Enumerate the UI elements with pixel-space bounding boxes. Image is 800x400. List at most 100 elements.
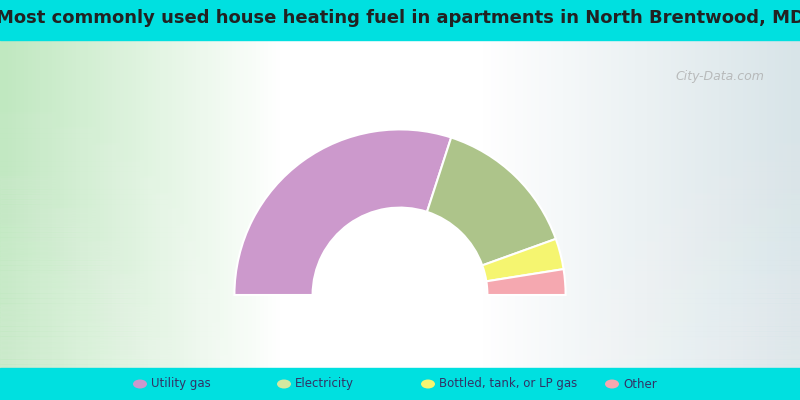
Bar <box>0 251 800 253</box>
Bar <box>100 40 105 370</box>
Bar <box>0 193 800 195</box>
Bar <box>0 214 800 216</box>
Bar <box>0 256 800 258</box>
Bar <box>0 165 800 167</box>
Bar <box>0 328 800 330</box>
Bar <box>0 242 800 244</box>
Bar <box>0 254 800 256</box>
Bar <box>604 40 609 370</box>
Bar <box>0 236 800 238</box>
Bar <box>0 110 800 112</box>
Bar <box>764 40 769 370</box>
Bar <box>0 41 800 43</box>
Bar <box>176 40 181 370</box>
Bar <box>0 320 800 322</box>
Bar <box>540 40 545 370</box>
Bar <box>0 82 800 84</box>
Bar <box>0 46 800 48</box>
Bar <box>440 40 445 370</box>
Bar <box>0 295 800 298</box>
Bar <box>608 40 613 370</box>
Bar <box>692 40 697 370</box>
Bar <box>0 353 800 355</box>
Bar <box>0 338 800 340</box>
Bar <box>0 84 800 86</box>
Bar <box>0 210 800 212</box>
Bar <box>288 40 293 370</box>
Bar <box>0 290 800 292</box>
Bar <box>316 40 321 370</box>
Bar <box>784 40 789 370</box>
Bar <box>704 40 709 370</box>
Bar <box>116 40 121 370</box>
Bar <box>0 277 800 279</box>
Bar <box>504 40 509 370</box>
Bar <box>20 40 25 370</box>
Bar <box>492 40 497 370</box>
Bar <box>640 40 645 370</box>
Bar <box>672 40 677 370</box>
Bar <box>388 40 393 370</box>
Bar <box>0 89 800 91</box>
Bar <box>80 40 85 370</box>
Bar <box>0 150 800 152</box>
Bar <box>0 274 800 276</box>
Bar <box>0 276 800 278</box>
Bar <box>48 40 53 370</box>
Bar <box>0 219 800 222</box>
Bar <box>320 40 325 370</box>
Bar <box>464 40 469 370</box>
Bar <box>568 40 573 370</box>
Bar <box>0 308 800 310</box>
Bar <box>788 40 793 370</box>
Bar <box>0 119 800 121</box>
Wedge shape <box>427 138 556 265</box>
Bar <box>0 307 800 309</box>
Bar <box>0 231 800 233</box>
Bar <box>112 40 117 370</box>
Bar <box>180 40 185 370</box>
Bar <box>292 40 297 370</box>
Bar <box>0 267 800 269</box>
Bar <box>0 112 800 114</box>
Bar <box>564 40 569 370</box>
Bar <box>0 106 800 108</box>
Text: Utility gas: Utility gas <box>151 378 210 390</box>
Bar <box>128 40 133 370</box>
Bar <box>0 162 800 164</box>
Bar <box>0 204 800 207</box>
Bar <box>580 40 585 370</box>
Bar <box>0 257 800 260</box>
Bar <box>0 269 800 271</box>
Bar <box>620 40 625 370</box>
Bar <box>756 40 761 370</box>
Bar <box>0 194 800 197</box>
Bar <box>0 312 800 314</box>
Bar <box>0 44 800 47</box>
Bar <box>680 40 685 370</box>
Bar <box>0 368 800 400</box>
Bar <box>384 40 389 370</box>
Bar <box>508 40 513 370</box>
Bar <box>144 40 149 370</box>
Bar <box>0 79 800 81</box>
Bar <box>120 40 125 370</box>
Bar <box>548 40 553 370</box>
Bar <box>776 40 781 370</box>
Bar <box>632 40 637 370</box>
Bar <box>0 350 800 352</box>
Bar <box>0 107 800 109</box>
Bar <box>0 66 800 68</box>
Bar <box>0 145 800 147</box>
Bar <box>0 289 800 291</box>
Bar <box>0 160 800 162</box>
Bar <box>664 40 669 370</box>
Bar <box>0 176 800 178</box>
Bar <box>0 326 800 329</box>
Bar <box>0 232 800 235</box>
Bar <box>0 186 800 188</box>
Bar <box>0 144 800 146</box>
Text: Electricity: Electricity <box>295 378 354 390</box>
Bar <box>0 305 800 307</box>
Bar <box>28 40 33 370</box>
